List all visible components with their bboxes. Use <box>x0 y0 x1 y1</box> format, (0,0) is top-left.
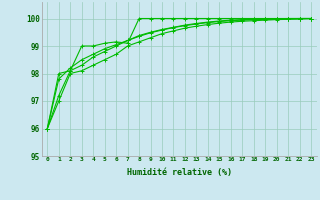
X-axis label: Humidité relative (%): Humidité relative (%) <box>127 168 232 177</box>
